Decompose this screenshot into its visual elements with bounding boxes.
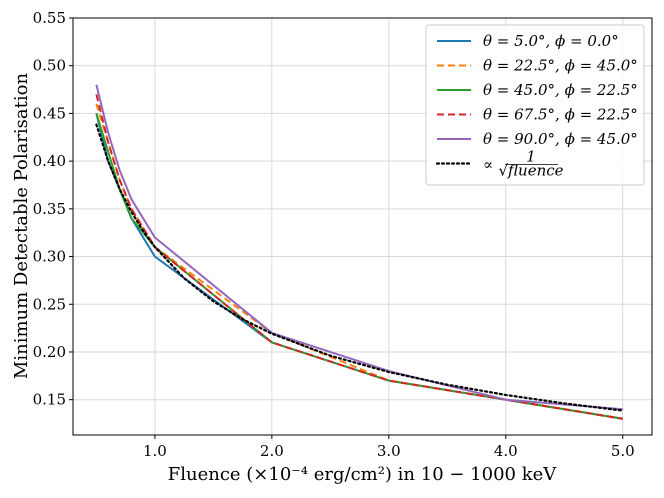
y-tick-label: 0.15: [33, 391, 66, 409]
y-tick-label: 0.55: [33, 9, 66, 27]
series-line-5: [95, 84, 623, 411]
legend-label: θ = 22.5°, ϕ = 45.0°: [483, 57, 638, 75]
legend-label: θ = 90.0°, ϕ = 45.0°: [483, 130, 638, 148]
y-tick-label: 0.35: [33, 200, 66, 218]
legend-box: [425, 24, 645, 186]
x-axis: 1.0 2.0 3.0 4.0 5.0: [143, 435, 635, 460]
plot-frame: [72, 17, 653, 436]
legend-label: θ = 45.0°, ϕ = 22.5°: [483, 81, 638, 99]
legend-label: θ = 5.0°, ϕ = 0.0°: [483, 32, 619, 50]
legend: θ = 5.0°, ϕ = 0.0° θ = 22.5°, ϕ = 45.0° θ …: [425, 24, 645, 186]
legend-fraction-numerator: 1: [526, 148, 536, 166]
x-tick-label: 1.0: [143, 442, 167, 460]
series-lines: [95, 84, 624, 420]
y-tick-label: 0.30: [33, 248, 66, 266]
y-axis-label: Minimum Detectable Polarisation: [11, 73, 32, 380]
legend-fraction-denominator: √fluence: [498, 162, 563, 180]
y-tick-label: 0.25: [33, 295, 66, 313]
y-tick-label: 0.45: [33, 104, 66, 122]
legend-label: θ = 67.5°, ϕ = 22.5°: [483, 106, 638, 124]
x-axis-label: Fluence (×10⁻⁴ erg/cm²) in 10 − 1000 keV: [168, 464, 558, 485]
y-axis: 0.15 0.20 0.25 0.30 0.35 0.40 0.45 0.50 0.55: [33, 9, 73, 409]
x-tick-label: 4.0: [494, 442, 518, 460]
x-tick-label: 3.0: [377, 442, 401, 460]
y-tick-label: 0.20: [33, 343, 66, 361]
x-tick-label: 5.0: [611, 442, 635, 460]
x-tick-label: 2.0: [260, 442, 284, 460]
series-line-4: [95, 94, 623, 420]
legend-label: ∝: [483, 156, 493, 174]
y-tick-label: 0.40: [33, 152, 66, 170]
series-line-6: [95, 123, 624, 412]
y-tick-label: 0.50: [33, 57, 66, 75]
